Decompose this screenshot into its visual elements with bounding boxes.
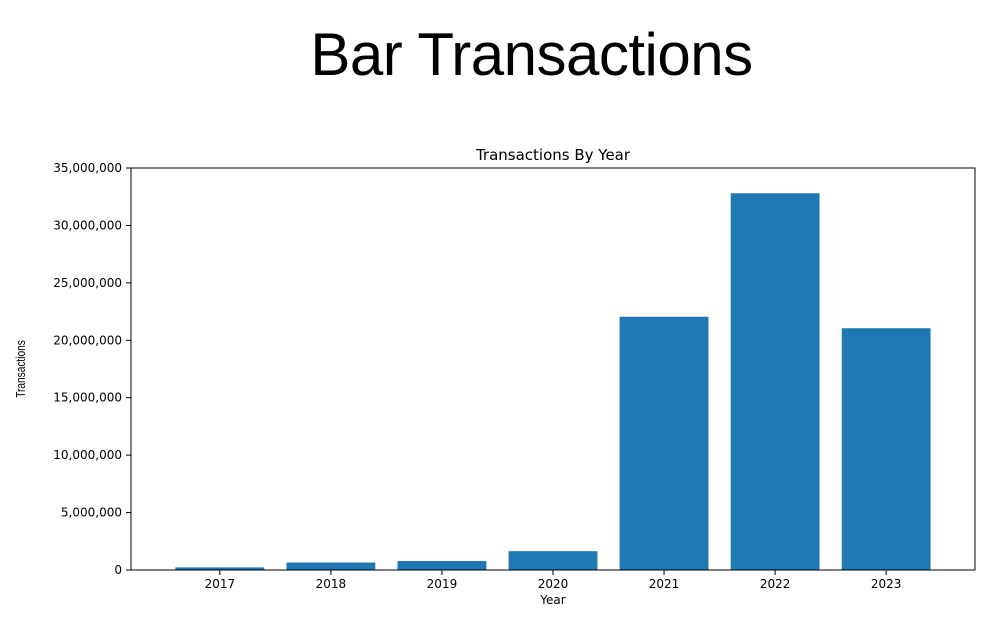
x-tick-label: 2019 (427, 577, 458, 591)
bar-2017 (175, 567, 265, 570)
y-tick-label: 20,000,000 (53, 333, 122, 347)
y-tick-label: 35,000,000 (53, 161, 122, 175)
bar-2022 (730, 193, 820, 571)
x-tick-label: 2020 (538, 577, 569, 591)
x-tick-label: 2022 (760, 577, 791, 591)
y-tick-label: 5,000,000 (61, 506, 122, 520)
chart-title: Transactions By Year (475, 146, 631, 164)
x-tick-label: 2018 (316, 577, 347, 591)
x-axis-label: Year (539, 593, 565, 607)
y-tick-label: 15,000,000 (53, 391, 122, 405)
bar-2019 (397, 561, 487, 570)
x-tick-label: 2017 (205, 577, 236, 591)
y-tick-label: 30,000,000 (53, 218, 122, 232)
x-tick-label: 2023 (871, 577, 902, 591)
x-axis: 2017 2018 2019 2020 2021 2022 2023 (205, 570, 902, 591)
bar-2023 (841, 328, 931, 570)
plot-frame (130, 167, 976, 571)
x-tick-label: 2021 (649, 577, 680, 591)
bar-2020 (508, 551, 598, 570)
y-axis-label: Transactions (14, 340, 28, 398)
y-tick-label: 10,000,000 (53, 448, 122, 462)
y-axis: 0 5,000,000 10,000,000 15,000,000 20,000,000… (53, 161, 131, 577)
bar-2021 (619, 316, 709, 570)
y-tick-label: 25,000,000 (53, 276, 122, 290)
slide-title: Bar Transactions (310, 21, 753, 88)
bars-group (175, 193, 931, 571)
bar-2018 (286, 562, 376, 570)
y-tick-label: 0 (114, 563, 122, 577)
